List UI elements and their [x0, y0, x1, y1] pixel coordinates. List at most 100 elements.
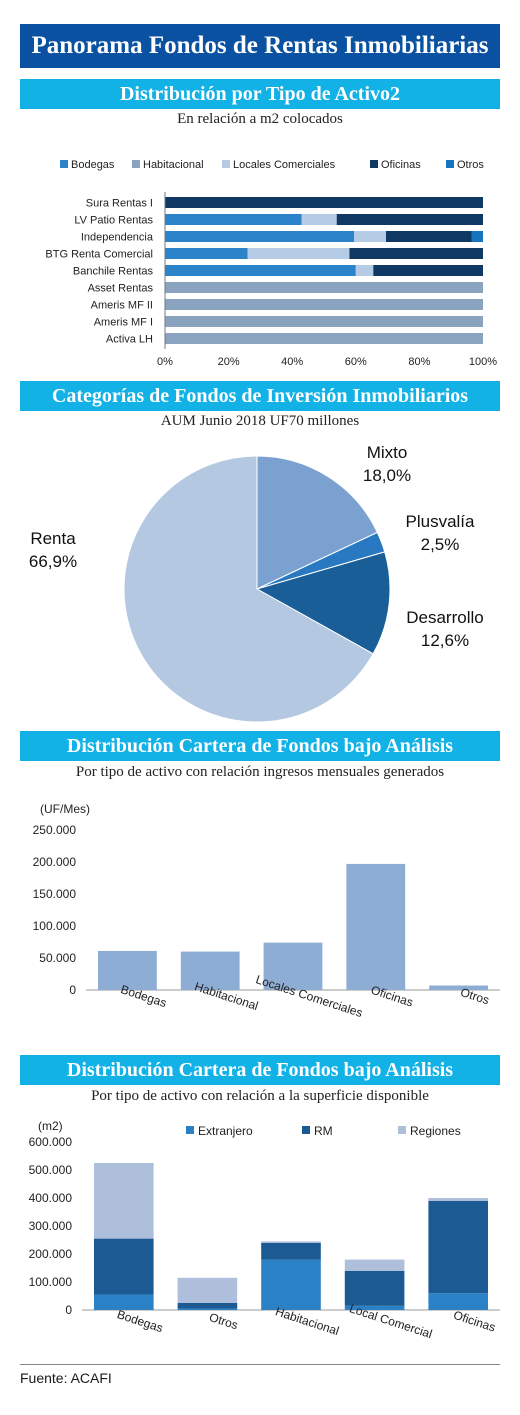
row-label-banchile-rentas: Banchile Rentas	[73, 266, 154, 278]
legend-label-rm: RM	[314, 1124, 333, 1138]
bar-segment-local-comercial-extranjero	[344, 1305, 405, 1310]
row-label-btg-renta-comercial: BTG Renta Comercial	[45, 249, 153, 261]
legend-swatch-habitacional	[132, 160, 140, 168]
bar-segment-independencia-oficinas	[386, 231, 472, 242]
x-tick-label: 40%	[281, 356, 303, 368]
bar-segment-independencia-otros	[471, 231, 483, 242]
section-subtitle-categorias: AUM Junio 2018 UF70 millones	[160, 413, 360, 429]
bar-locales-comerciales	[263, 942, 323, 990]
bar-chart-ingresos: (UF/Mes) 0 50.000 100.000 150.000 200.000 250.…	[33, 802, 500, 1020]
bar-segment-bodegas-rm	[94, 1238, 154, 1295]
legend-label-habitacional: Habitacional	[143, 159, 204, 171]
pie-chart-categorias: Mixto 18,0% Plusvalía 2,5% Desarrollo 12,6% Re…	[29, 443, 484, 723]
y-tick-label: 0	[69, 983, 76, 997]
bar-segment-ameris-mf-i-habitacional	[165, 316, 483, 327]
y-tick-label: 50.000	[39, 951, 76, 965]
legend-label-bodegas: Bodegas	[71, 159, 115, 171]
section-title-superficie: Distribución Cartera de Fondos bajo Anál…	[20, 1055, 500, 1085]
bar-segment-lv-patio-rentas-bodegas	[165, 214, 302, 225]
pie-slice-mixto	[256, 455, 379, 590]
footer-source: Fuente: ACAFI	[20, 1370, 112, 1386]
legend-label-oficinas: Oficinas	[381, 159, 421, 171]
bar-segment-habitacional-regiones	[261, 1241, 321, 1243]
bar-segment-otros-extranjero	[177, 1308, 238, 1310]
legend-swatch-otros	[446, 160, 454, 168]
bar-segment-asset-rentas-habitacional	[165, 282, 483, 293]
section-subtitle-ingresos: Por tipo de activo con relación ingresos…	[75, 764, 445, 780]
bar-segment-local-comercial-regiones	[344, 1259, 405, 1271]
row-label-ameris-mf-ii: Ameris MF II	[91, 300, 153, 312]
bar-bodegas	[98, 950, 157, 990]
row-label-ameris-mf-i: Ameris MF I	[94, 317, 153, 329]
bar-segment-independencia-locales-comerciales	[354, 231, 387, 242]
section-subtitle-superficie: Por tipo de activo con relación a la sup…	[91, 1088, 429, 1104]
legend-label-regiones: Regiones	[410, 1124, 461, 1138]
bar-segment-lv-patio-rentas-locales-comerciales	[301, 214, 337, 225]
pie-value-renta: 66,9%	[29, 552, 77, 571]
x-tick-label: 0%	[157, 356, 173, 368]
pie-value-plusvalia: 2,5%	[421, 535, 460, 554]
y-tick-label: 0	[65, 1303, 72, 1317]
x-tick-label: 100%	[469, 356, 497, 368]
bar-oficinas	[346, 863, 406, 990]
pie-label-desarrollo: Desarrollo	[406, 608, 483, 627]
legend-swatch-rm	[302, 1126, 310, 1134]
pie-label-renta: Renta	[30, 529, 76, 548]
x-tick-label: 20%	[218, 356, 240, 368]
y-tick-label: 400.000	[29, 1191, 73, 1205]
bar-segment-banchile-rentas-oficinas	[373, 265, 483, 276]
bar-segment-habitacional-extranjero	[261, 1259, 321, 1310]
y-tick-label: 150.000	[33, 887, 77, 901]
stacked-bar-chart-activo: Bodegas Habitacional Locales Comerciales Of…	[45, 159, 497, 368]
row-label-activa-lh: Activa LH	[106, 334, 153, 346]
section-title-activo: Distribución por Tipo de Activo2	[20, 79, 500, 109]
bar-segment-btg-renta-comercial-locales-comerciales	[247, 248, 350, 259]
y-tick-label: 200.000	[29, 1247, 73, 1261]
y-axis-unit: (UF/Mes)	[40, 802, 90, 816]
bar-segment-btg-renta-comercial-oficinas	[349, 248, 483, 259]
section-title-categorias: Categorías de Fondos de Inversión Inmobi…	[20, 381, 500, 411]
y-tick-label: 300.000	[29, 1219, 73, 1233]
legend-label-extranjero: Extranjero	[198, 1124, 253, 1138]
bar-otros	[429, 985, 488, 990]
bar-segment-bodegas-regiones	[94, 1163, 154, 1239]
row-label-sura-rentas-i: Sura Rentas I	[86, 198, 153, 210]
page-title: Panorama Fondos de Rentas Inmobiliarias	[20, 24, 500, 68]
y-tick-label: 100.000	[29, 1275, 73, 1289]
y-tick-label: 100.000	[33, 919, 77, 933]
x-tick-label-bodegas: Bodegas	[115, 1307, 164, 1335]
bar-segment-oficinas-regiones	[428, 1198, 488, 1201]
legend-swatch-bodegas	[60, 160, 68, 168]
bar-segment-banchile-rentas-locales-comerciales	[355, 265, 374, 276]
bar-segment-ameris-mf-ii-habitacional	[165, 299, 483, 310]
bar-segment-independencia-bodegas	[165, 231, 355, 242]
section-subtitle-activo: En relación a m2 colocados	[177, 111, 343, 127]
bar-segment-sura-rentas-i-oficinas	[165, 197, 483, 208]
bar-segment-local-comercial-rm	[344, 1270, 405, 1306]
section-title-ingresos: Distribución Cartera de Fondos bajo Anál…	[20, 731, 500, 761]
pie-label-plusvalia: Plusvalía	[406, 512, 476, 531]
bar-habitacional	[180, 951, 240, 990]
x-tick-label-otros: Otros	[208, 1310, 240, 1332]
y-axis-unit: (m2)	[38, 1119, 63, 1133]
bar-segment-btg-renta-comercial-bodegas	[165, 248, 248, 259]
footer-divider	[20, 1364, 500, 1365]
y-tick-label: 250.000	[33, 823, 77, 837]
x-tick-label: 60%	[345, 356, 367, 368]
bar-segment-otros-rm	[177, 1303, 238, 1309]
stacked-bar-chart-superficie: Extranjero RM Regiones (m2) 0 100.000 200.000 3…	[29, 1119, 500, 1341]
y-tick-label: 500.000	[29, 1163, 73, 1177]
bar-segment-oficinas-rm	[428, 1200, 488, 1294]
legend-swatch-regiones	[398, 1126, 406, 1134]
bar-segment-bodegas-extranjero	[94, 1294, 154, 1310]
legend-swatch-oficinas	[370, 160, 378, 168]
pie-value-mixto: 18,0%	[363, 466, 411, 485]
y-tick-label: 200.000	[33, 855, 77, 869]
legend-label-otros: Otros	[457, 159, 484, 171]
pie-label-mixto: Mixto	[367, 443, 408, 462]
pie-value-desarrollo: 12,6%	[421, 631, 469, 650]
bar-segment-habitacional-rm	[261, 1242, 321, 1260]
x-tick-label: 80%	[408, 356, 430, 368]
row-label-asset-rentas: Asset Rentas	[88, 283, 154, 295]
row-label-lv-patio-rentas: LV Patio Rentas	[74, 215, 153, 227]
